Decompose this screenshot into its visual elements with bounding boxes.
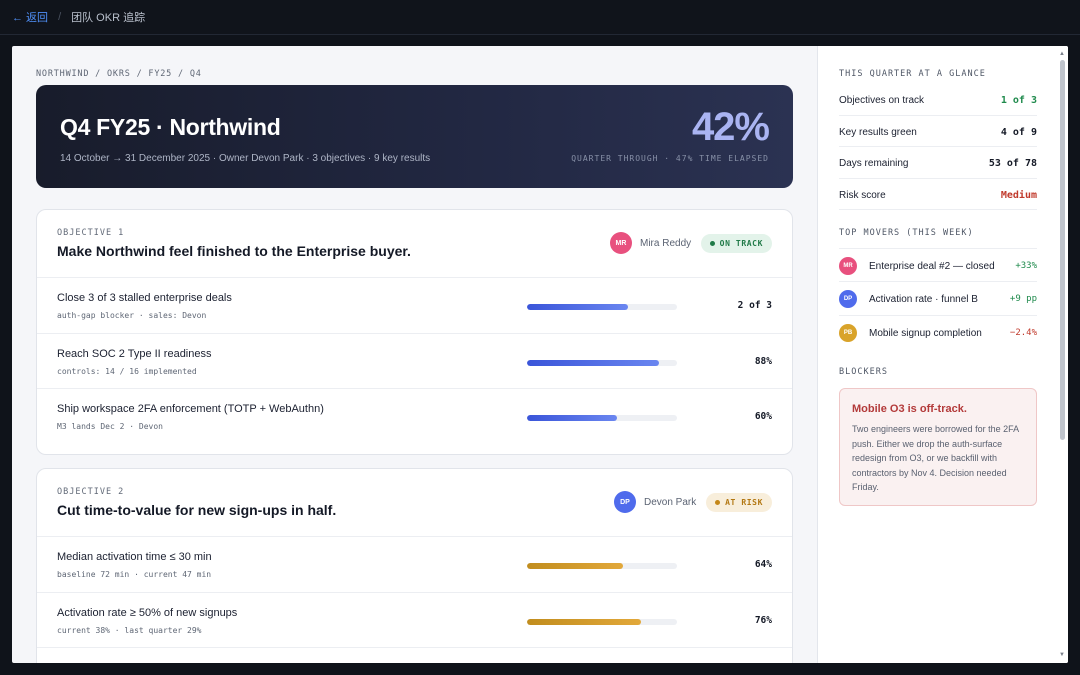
topbar-separator: /: [58, 11, 62, 23]
key-result-row[interactable]: Ship workspace 2FA enforcement (TOTP + W…: [37, 389, 792, 445]
objective-kicker: OBJECTIVE 2: [57, 487, 125, 497]
stat-value: 4 of 9: [1000, 126, 1037, 138]
stat-row: Objectives on track 1 of 3: [839, 84, 1037, 116]
key-result-meta: M3 lands Dec 2 · Devon: [57, 422, 163, 431]
stat-label: Risk score: [839, 189, 886, 201]
scroll-thumb[interactable]: [1060, 60, 1065, 440]
status-badge: AT RISK: [706, 493, 772, 512]
objective-card[interactable]: OBJECTIVE 2 Cut time-to-value for new si…: [36, 468, 793, 663]
blocker-title: Mobile O3 is off-track.: [852, 403, 967, 415]
status-dot-icon: [715, 500, 721, 505]
stat-row: Risk score Medium: [839, 179, 1037, 210]
objective-owner[interactable]: DP Devon Park: [614, 491, 696, 513]
blocker-body: Two engineers were borrowed for the 2FA …: [852, 424, 1019, 492]
objective-title: Make Northwind feel finished to the Ente…: [57, 243, 411, 259]
key-result-value: 64%: [754, 559, 772, 570]
app-frame: NORTHWIND / OKRS / FY25 / Q4 Q4 FY25 · N…: [12, 46, 1068, 663]
back-link[interactable]: ← 返回: [12, 12, 49, 24]
key-result-meta: baseline 72 min · current 47 min: [57, 570, 212, 579]
objective-card[interactable]: OBJECTIVE 1 Make Northwind feel finished…: [36, 209, 793, 455]
key-result-meta: current 38% · last quarter 29%: [57, 625, 202, 635]
mover-row[interactable]: PB Mobile signup completion −2.4%: [839, 316, 1037, 350]
scrollbar[interactable]: ▲ ▼: [1058, 50, 1066, 659]
window-title: 团队 OKR 追踪: [71, 12, 146, 24]
key-result-title: Activation rate ≥ 50% of new signups: [57, 606, 238, 619]
key-result-value: 60%: [754, 411, 772, 422]
blocker-callout: Mobile O3 is off-track. Two engineers we…: [839, 388, 1037, 506]
mover-label: Mobile signup completion: [869, 328, 982, 339]
scroll-up-icon[interactable]: ▲: [1059, 51, 1065, 57]
page-title: Q4 FY25 · Northwind: [60, 114, 281, 140]
mover-delta: +33%: [1015, 261, 1037, 271]
stat-row: Days remaining 53 of 78: [839, 147, 1037, 179]
owner-name: Devon Park: [644, 496, 697, 508]
avatar: MR: [610, 232, 632, 254]
avatar: MR: [839, 257, 857, 275]
glance-heading: THIS QUARTER AT A GLANCE: [839, 69, 986, 79]
key-result-meta: auth-gap blocker · sales: Devon: [57, 311, 207, 320]
progress-bar: [527, 359, 677, 366]
avatar: DP: [839, 290, 857, 308]
status-label: ON TRACK: [719, 239, 763, 248]
key-result-title: Close 3 of 3 stalled enterprise deals: [57, 292, 232, 304]
objective-title: Cut time-to-value for new sign-ups in ha…: [57, 502, 337, 518]
mover-row[interactable]: MR Enterprise deal #2 — closed +33%: [839, 248, 1037, 282]
key-result-row[interactable]: Median activation time ≤ 30 min baseline…: [37, 537, 792, 593]
key-result-title: Median activation time ≤ 30 min: [57, 551, 212, 563]
mover-delta: +9 pp: [1009, 294, 1037, 304]
objective-owner[interactable]: MR Mira Reddy: [610, 232, 691, 254]
key-result-title: Reach SOC 2 Type II readiness: [57, 347, 212, 360]
status-badge: ON TRACK: [700, 234, 772, 253]
quarter-hero: Q4 FY25 · Northwind 14 October → 31 Dece…: [36, 85, 793, 188]
key-result-value: 2 of 3: [737, 300, 772, 311]
stat-label: Key results green: [839, 126, 917, 138]
key-result-row[interactable]: Reach SOC 2 Type II readiness controls: …: [37, 334, 792, 389]
quarter-progress-label: QUARTER THROUGH · 47% TIME ELAPSED: [571, 154, 769, 163]
progress-fill: [527, 415, 617, 421]
risk-score-value: Medium: [1000, 189, 1037, 201]
key-result-row[interactable]: [37, 648, 792, 663]
objective-header: OBJECTIVE 1 Make Northwind feel finished…: [37, 210, 792, 278]
top-bar: ← 返回 / 团队 OKR 追踪: [0, 0, 1080, 35]
stat-label: Days remaining: [839, 158, 909, 169]
status-dot-icon: [709, 241, 715, 246]
objective-header: OBJECTIVE 2 Cut time-to-value for new si…: [37, 469, 792, 537]
progress-fill: [527, 359, 659, 366]
mover-label: Activation rate · funnel B: [869, 294, 978, 305]
owner-name: Mira Reddy: [640, 237, 692, 249]
quarter-progress-percent: 42%: [691, 105, 770, 149]
progress-fill: [527, 563, 623, 569]
progress-bar: [527, 563, 677, 569]
avatar: PB: [839, 324, 857, 342]
sidebar: THIS QUARTER AT A GLANCE Objectives on t…: [817, 46, 1068, 663]
key-result-title: Ship workspace 2FA enforcement (TOTP + W…: [57, 403, 324, 415]
mover-label: Enterprise deal #2 — closed: [869, 261, 995, 272]
stat-row: Key results green 4 of 9: [839, 116, 1037, 147]
progress-bar: [527, 415, 677, 421]
mover-row[interactable]: DP Activation rate · funnel B +9 pp: [839, 282, 1037, 316]
stat-value: 1 of 3: [1000, 95, 1037, 106]
key-result-value: 76%: [754, 614, 772, 626]
key-result-value: 88%: [754, 355, 772, 367]
main-content: NORTHWIND / OKRS / FY25 / Q4 Q4 FY25 · N…: [12, 46, 817, 663]
avatar: DP: [614, 491, 636, 513]
movers-heading: TOP MOVERS (THIS WEEK): [839, 228, 974, 238]
key-result-meta: controls: 14 / 16 implemented: [57, 366, 197, 376]
breadcrumb: NORTHWIND / OKRS / FY25 / Q4: [36, 69, 202, 79]
status-label: AT RISK: [725, 498, 763, 507]
progress-bar: [527, 304, 677, 310]
scroll-down-icon[interactable]: ▼: [1059, 652, 1065, 658]
stat-value: 53 of 78: [988, 158, 1037, 169]
progress-fill: [527, 304, 628, 310]
quarter-subtitle: 14 October → 31 December 2025 · Owner De…: [60, 153, 431, 164]
progress-bar: [527, 618, 677, 625]
objective-kicker: OBJECTIVE 1: [57, 228, 125, 238]
progress-fill: [527, 618, 641, 625]
key-result-row[interactable]: Close 3 of 3 stalled enterprise deals au…: [37, 278, 792, 334]
stat-label: Objectives on track: [839, 95, 925, 106]
key-result-row[interactable]: Activation rate ≥ 50% of new signups cur…: [37, 593, 792, 648]
blockers-heading: BLOCKERS: [839, 367, 888, 377]
mover-delta: −2.4%: [1009, 328, 1037, 338]
